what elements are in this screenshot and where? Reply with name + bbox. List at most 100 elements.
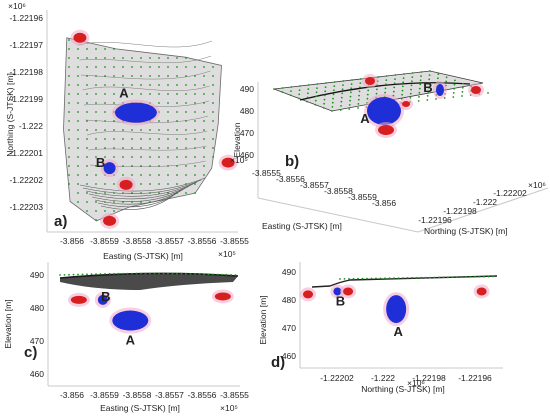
panel-a-grid-points-point [149, 201, 151, 203]
panel-a-grid-points-point [77, 111, 79, 113]
panel-a-grid-points-point [104, 66, 106, 68]
panel-c-anomaly-3 [211, 289, 234, 304]
panel-b-grid-points-point [366, 97, 369, 100]
panel-a-grid-points-point [95, 201, 97, 203]
panel-a-grid-points-point [158, 156, 160, 158]
panel-b-grid-points-point [351, 79, 353, 81]
panel-a-grid-points-point [86, 210, 88, 212]
panel-a-grid-points-point [158, 174, 160, 176]
panel-b-grid-points-point [316, 83, 319, 85]
panel-a-grid-points-point [167, 156, 169, 158]
panel-a-surface [63, 37, 222, 222]
panel-a-grid-points-point [131, 75, 133, 77]
panel-a-grid-points-point [86, 93, 88, 95]
panel-b-grid-points-point [333, 81, 336, 83]
panel-a-grid-points-point [194, 165, 196, 167]
panel-a-ytick-label: -1.22201 [9, 148, 43, 158]
panel-b-grid-points-point [461, 86, 464, 89]
panel-a-grid-points-point [104, 129, 106, 131]
panel-a-grid-points-point [95, 111, 97, 113]
panel-a-contour-line [77, 40, 213, 48]
panel-a-grid-points-point [194, 84, 196, 86]
panel-a-contour-line [86, 130, 208, 136]
panel-a-grid-points-point [131, 84, 133, 86]
panel-a-grid-points-point [149, 156, 151, 158]
panel-b-grid-points-point [357, 103, 360, 105]
panel-a-grid-points-point [194, 138, 196, 140]
panel-a-grid-points-point [77, 129, 79, 131]
panel-a-grid-points-point [140, 174, 142, 176]
panel-b-grid-points-point [333, 89, 335, 92]
panel-c-grid-points-point [189, 273, 192, 275]
panel-c-grid-points-point [234, 274, 237, 276]
panel-a-grid-points-point [176, 93, 178, 95]
panel-a-grid-points-point [167, 147, 169, 149]
panel-a-grid-points-point [68, 165, 70, 167]
panel-d-grid-points [339, 275, 494, 280]
panel-b-grid-points-point [324, 94, 326, 97]
panel-b-grid-points-point [357, 107, 359, 109]
panel-a-grid-points-point [194, 129, 196, 131]
panel-a-grid-points-point [203, 156, 205, 158]
panel-a-grid-points-point [113, 138, 115, 140]
panel-a-grid-points-point [176, 102, 178, 104]
panel-a-grid-points-point [203, 102, 205, 104]
panel-a-grid-points-point [68, 111, 70, 113]
panel-a-grid-points-point [68, 66, 70, 68]
panel-b-grid-points-point [487, 92, 489, 94]
panel-a-grid-points-point [95, 102, 97, 104]
panel-d-ytick-label: 480 [282, 295, 296, 305]
panel-d-anomaly-a-label: A [393, 324, 403, 339]
panel-a-grid-points-point [158, 138, 160, 140]
panel-a-grid-points-point [95, 192, 97, 194]
panel-b-grid-points-point [409, 97, 412, 99]
panel-a-grid-points-point [68, 57, 70, 59]
panel-b-grid-points-point [315, 91, 318, 94]
panel-b-grid-points-point [339, 109, 342, 111]
panel-b-grid-points-point [453, 87, 455, 90]
panel-a-grid-points-point [68, 120, 70, 122]
panel-b-grid-points-point [437, 77, 439, 80]
panel-a-grid-points-point [86, 111, 88, 113]
panel-d-anomaly-2-body [303, 290, 314, 299]
panel-c-grid-points-point [153, 272, 156, 275]
panel-a-grid-points-point [167, 183, 169, 185]
panel-b-grid-points-point [315, 95, 318, 98]
panel-a-contour-line [88, 183, 194, 200]
panel-d-xlabel: Northing (S-JTSK) [m] [361, 384, 445, 394]
panel-a-contour-line [79, 55, 212, 64]
panel-b-anomaly-b-body [436, 84, 444, 96]
panel-a-grid-points-point [203, 174, 205, 176]
panel-c-anomaly-b: B [94, 289, 111, 308]
panel-d-grid-points-point [357, 277, 359, 280]
panel-b-grid-points-point [322, 107, 325, 109]
panel-b-grid-points-point [452, 96, 455, 98]
panel-c-x-exponent: ×10⁵ [220, 403, 238, 413]
panel-d-surface-line [311, 275, 498, 288]
panel-a-grid-points-point [185, 183, 187, 185]
panel-b-grid-points-point [437, 73, 440, 75]
panel-a-grid-points-point [212, 138, 214, 140]
panel-a-grid-points-point [194, 183, 196, 185]
panel-d-anomaly-4 [473, 284, 490, 299]
panel-b-grid-points-point [402, 85, 404, 88]
panel-b-anomaly-b-label: B [423, 80, 432, 95]
panel-a-grid-points-point [149, 84, 151, 86]
panel-a-grid-points-point [149, 57, 151, 59]
panel-a-grid-points-point [158, 120, 160, 122]
panel-c-grid-points-point [198, 273, 201, 275]
panel-a-grid-points-point [122, 174, 124, 176]
panel-b-grid-points-point [419, 79, 422, 82]
panel-a-grid-points-point [167, 57, 169, 59]
panel-a-grid-points-point [140, 147, 142, 149]
panel-a-grid-points-point [203, 120, 205, 122]
panel-a-grid-points-point [212, 102, 214, 104]
panel-b-grid-points-point [418, 96, 420, 98]
panel-b-grid-points-point [290, 86, 293, 88]
panel-a-grid-points-point [185, 84, 187, 86]
panel-d-grid-points-point [343, 278, 346, 280]
panel-d-grid-points-point [366, 277, 368, 280]
panel-a-grid-points-point [122, 57, 124, 59]
panel-a-grid-points-point [122, 201, 124, 203]
